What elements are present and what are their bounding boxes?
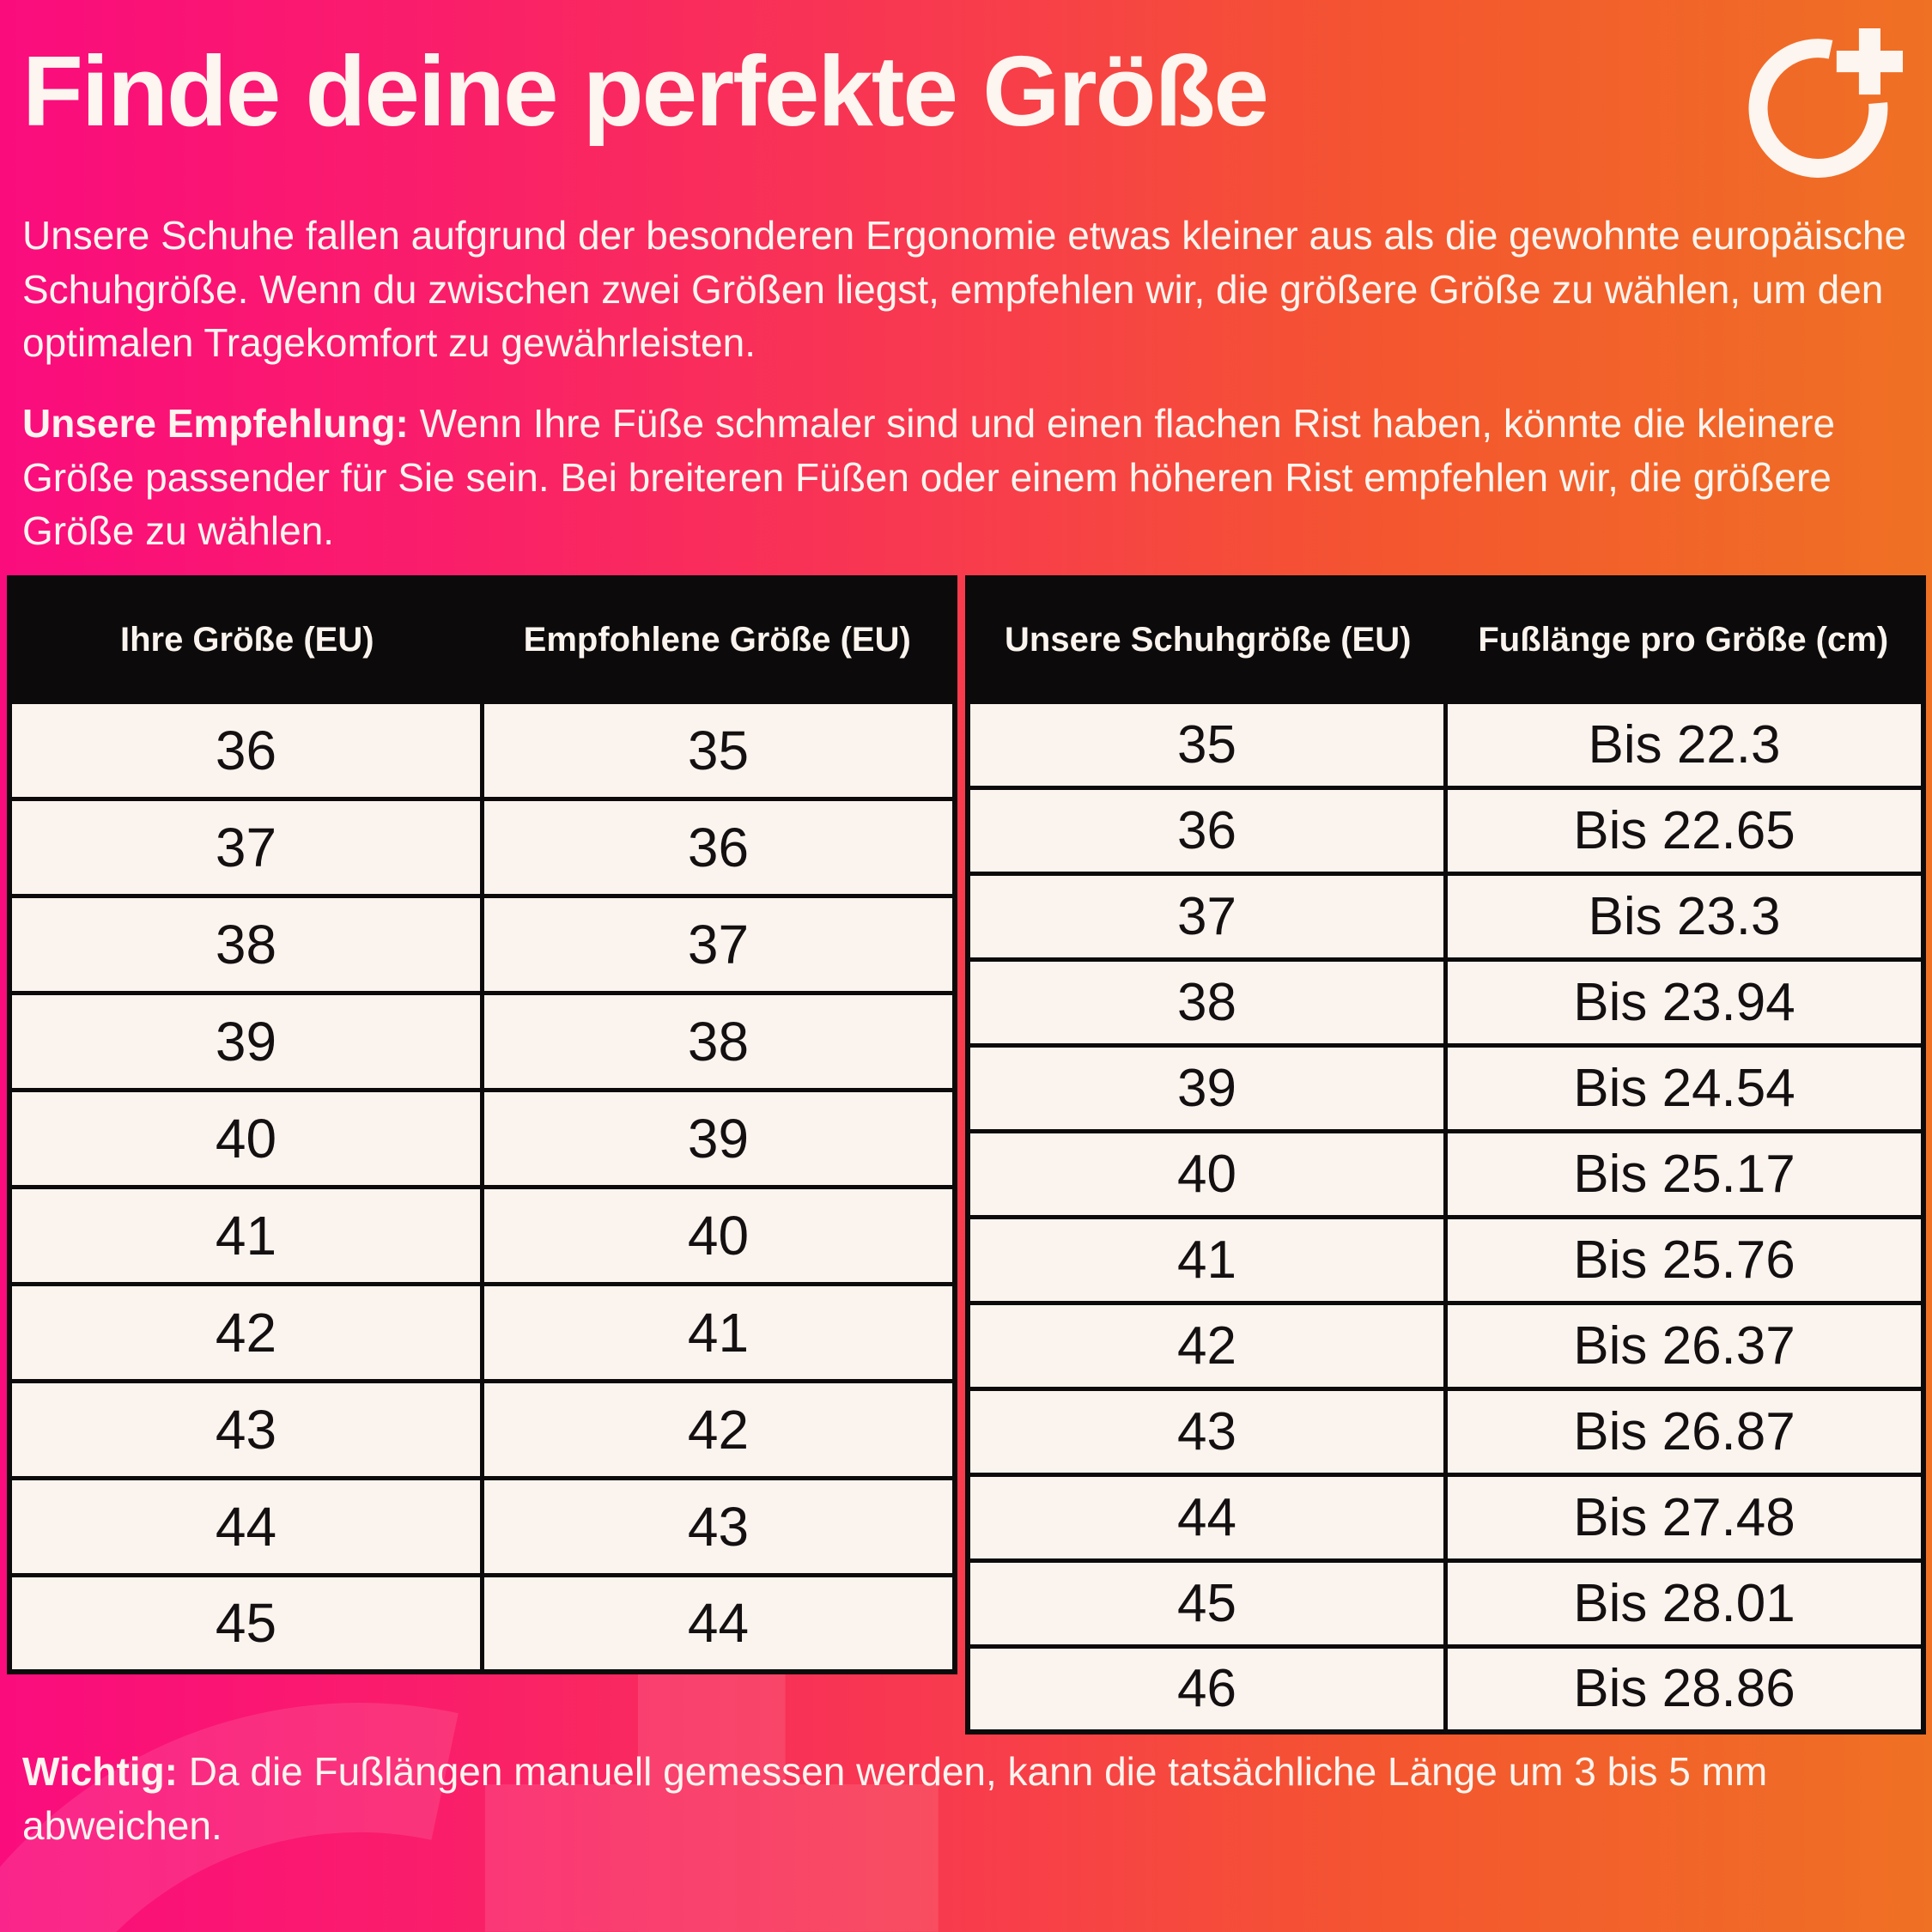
table-row: 45 Bis 28.01 — [965, 1558, 1926, 1649]
table-cell: 37 — [7, 796, 484, 898]
table-cell: 45 — [965, 1558, 1448, 1649]
table-row: 46 Bis 28.86 — [965, 1643, 1926, 1735]
table-row: 43 Bis 26.87 — [965, 1386, 1926, 1477]
table-row: 40 39 — [7, 1087, 957, 1189]
table-row: 43 42 — [7, 1378, 957, 1480]
table-cell: 35 — [480, 699, 957, 801]
table-cell: 45 — [7, 1572, 484, 1674]
table-cell: 39 — [480, 1087, 957, 1189]
table-row: 37 Bis 23.3 — [965, 871, 1926, 962]
table-cell: 36 — [965, 785, 1448, 876]
table-cell: 36 — [480, 796, 957, 898]
table-cell: 40 — [7, 1087, 484, 1189]
table-row: 44 43 — [7, 1475, 957, 1577]
table-cell: 44 — [7, 1475, 484, 1577]
table-body: 35 Bis 22.3 36 Bis 22.65 37 Bis 23.3 38 Bis 23.… — [965, 699, 1926, 1735]
table-row: 41 Bis 25.76 — [965, 1214, 1926, 1305]
table-cell: 37 — [480, 893, 957, 995]
table-row: 42 Bis 26.37 — [965, 1300, 1926, 1391]
table-row: 42 41 — [7, 1281, 957, 1383]
column-header-recommended-size: Empfohlene Größe (EU) — [482, 578, 955, 702]
table-row: 45 44 — [7, 1572, 957, 1674]
table-cell: Bis 28.01 — [1443, 1558, 1926, 1649]
size-conversion-table: Ihre Größe (EU) Empfohlene Größe (EU) 36… — [7, 575, 957, 1674]
table-cell: Bis 22.65 — [1443, 785, 1926, 876]
table-cell: Bis 26.37 — [1443, 1300, 1926, 1391]
table-cell: Bis 23.3 — [1443, 871, 1926, 962]
important-note: Wichtig: Da die Fußlängen manuell gemess… — [22, 1745, 1903, 1852]
table-cell: 38 — [480, 990, 957, 1092]
table-cell: Bis 24.54 — [1443, 1042, 1926, 1133]
table-cell: 46 — [965, 1643, 1448, 1735]
table-row: 41 40 — [7, 1184, 957, 1286]
table-cell: 38 — [965, 957, 1448, 1048]
table-cell: 42 — [480, 1378, 957, 1480]
table-header-row: Unsere Schuhgröße (EU) Fußlänge pro Größ… — [968, 578, 1923, 702]
recommendation-paragraph: Unsere Empfehlung: Wenn Ihre Füße schmal… — [22, 397, 1910, 558]
recommendation-label: Unsere Empfehlung: — [22, 401, 409, 446]
table-row: 44 Bis 27.48 — [965, 1472, 1926, 1563]
table-cell: 42 — [965, 1300, 1448, 1391]
table-cell: Bis 25.17 — [1443, 1128, 1926, 1219]
table-cell: 39 — [965, 1042, 1448, 1133]
table-cell: Bis 28.86 — [1443, 1643, 1926, 1735]
table-row: 40 Bis 25.17 — [965, 1128, 1926, 1219]
table-cell: 44 — [480, 1572, 957, 1674]
column-header-foot-length: Fußlänge pro Größe (cm) — [1445, 578, 1923, 702]
intro-text: Unsere Schuhe fallen aufgrund der besond… — [22, 213, 1907, 366]
table-row: 37 36 — [7, 796, 957, 898]
table-row: 35 Bis 22.3 — [965, 699, 1926, 790]
table-header-row: Ihre Größe (EU) Empfohlene Größe (EU) — [9, 578, 955, 702]
table-row: 38 37 — [7, 893, 957, 995]
table-cell: 39 — [7, 990, 484, 1092]
table-cell: Bis 25.76 — [1443, 1214, 1926, 1305]
note-label: Wichtig: — [22, 1749, 178, 1794]
recommendation-text: Wenn Ihre Füße schmaler sind und einen f… — [22, 401, 1836, 554]
table-row: 36 35 — [7, 699, 957, 801]
table-cell: 43 — [480, 1475, 957, 1577]
table-header: Unsere Schuhgröße (EU) Fußlänge pro Größ… — [968, 578, 1923, 702]
table-cell: 38 — [7, 893, 484, 995]
table-cell: 42 — [7, 1281, 484, 1383]
table-cell: 41 — [7, 1184, 484, 1286]
table-cell: Bis 27.48 — [1443, 1472, 1926, 1563]
table-cell: 40 — [965, 1128, 1448, 1219]
table-cell: 41 — [965, 1214, 1448, 1305]
table-cell: 35 — [965, 699, 1448, 790]
foot-length-table: Unsere Schuhgröße (EU) Fußlänge pro Größ… — [965, 575, 1926, 1735]
table-cell: 44 — [965, 1472, 1448, 1563]
table-cell: 40 — [480, 1184, 957, 1286]
column-header-your-size: Ihre Größe (EU) — [9, 578, 483, 702]
table-cell: 36 — [7, 699, 484, 801]
table-row: 38 Bis 23.94 — [965, 957, 1926, 1048]
table-row: 39 38 — [7, 990, 957, 1092]
circle-plus-logo-icon — [1743, 28, 1906, 191]
table-header: Ihre Größe (EU) Empfohlene Größe (EU) — [9, 578, 955, 702]
table-cell: Bis 23.94 — [1443, 957, 1926, 1048]
table-row: 36 Bis 22.65 — [965, 785, 1926, 876]
table-cell: 37 — [965, 871, 1448, 962]
intro-paragraph: Unsere Schuhe fallen aufgrund der besond… — [22, 209, 1910, 370]
table-row: 39 Bis 24.54 — [965, 1042, 1926, 1133]
table-cell: Bis 26.87 — [1443, 1386, 1926, 1477]
table-cell: 43 — [7, 1378, 484, 1480]
table-cell: 41 — [480, 1281, 957, 1383]
column-header-our-shoe-size: Unsere Schuhgröße (EU) — [968, 578, 1446, 702]
table-body: 36 35 37 36 38 37 39 38 40 39 41 40 42 41 43 42 44 43 45 44 — [7, 699, 957, 1674]
note-text: Da die Fußlängen manuell gemessen werden… — [22, 1749, 1768, 1848]
table-cell: Bis 22.3 — [1443, 699, 1926, 790]
table-cell: 43 — [965, 1386, 1448, 1477]
page-title: Finde deine perfekte Größe — [22, 35, 1269, 147]
